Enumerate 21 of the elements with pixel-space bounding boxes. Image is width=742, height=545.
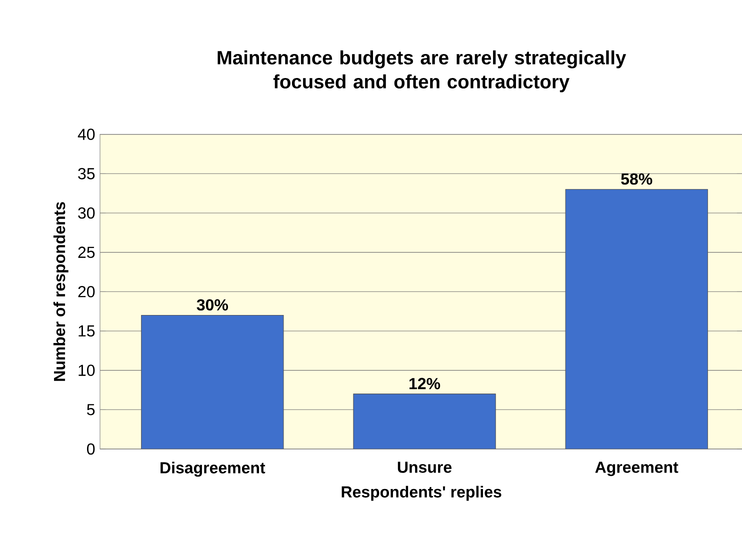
annotation: 58% xyxy=(621,173,652,185)
y-tick-label: 20 xyxy=(78,286,95,298)
x-tick-label: Agreement xyxy=(595,462,678,476)
y-tick-label: 10 xyxy=(78,364,95,376)
y-tick-label: 30 xyxy=(78,207,95,219)
y-tick-label: 40 xyxy=(78,128,95,140)
bar xyxy=(565,189,708,449)
y-tick-label: 0 xyxy=(87,443,95,455)
y-tick-label: 25 xyxy=(78,246,95,258)
chart-title: Maintenance budgets are rarely strategically focused and often contradictory xyxy=(218,50,626,92)
annotation: 12% xyxy=(410,378,440,390)
bar xyxy=(353,394,496,449)
x-tick-label: Disagreement xyxy=(160,462,266,477)
bar xyxy=(141,314,284,449)
y-tick-label: 35 xyxy=(78,168,95,180)
x-tick-label: Unsure xyxy=(398,462,452,473)
y-axis-title: Number of respondents xyxy=(53,202,68,381)
y-tick-label: 5 xyxy=(87,404,95,416)
x-axis-title: Respondents' replies xyxy=(342,486,502,501)
y-tick-label: 15 xyxy=(78,325,95,337)
annotation: 30% xyxy=(196,299,228,311)
